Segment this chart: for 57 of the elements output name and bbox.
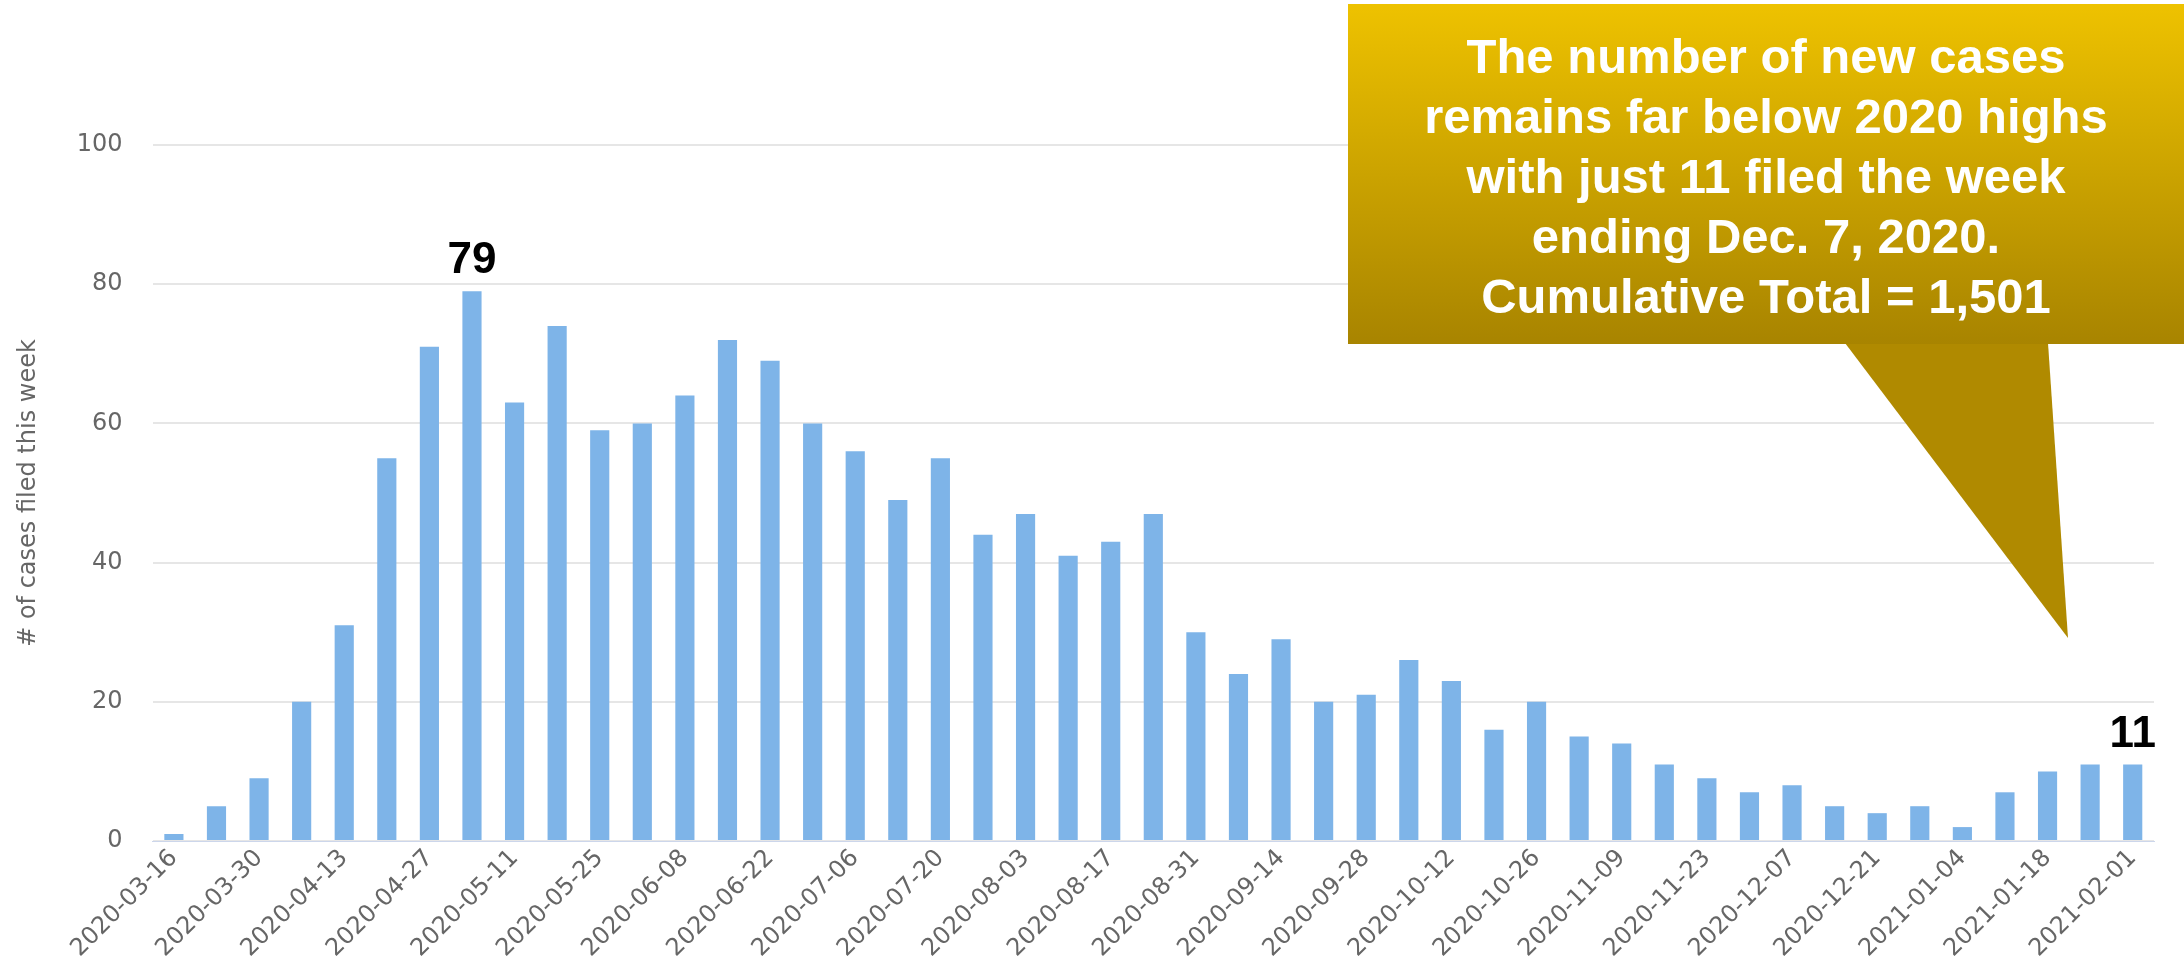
bar	[1569, 736, 1589, 841]
bar	[2080, 764, 2100, 841]
y-tick-label: 20	[92, 686, 123, 715]
bar	[973, 534, 993, 841]
bar	[590, 430, 610, 841]
bar	[2123, 764, 2143, 841]
bar	[292, 701, 312, 841]
bar	[632, 423, 652, 841]
bar	[164, 834, 184, 841]
bar	[1739, 792, 1760, 841]
bar	[930, 458, 950, 841]
bar	[1228, 673, 1249, 841]
bar	[504, 402, 525, 841]
bar	[1186, 632, 1206, 841]
bar	[1697, 778, 1717, 841]
bar	[845, 451, 865, 841]
bar	[1314, 701, 1334, 841]
y-tick-label: 0	[107, 825, 123, 854]
bar	[1399, 660, 1419, 841]
bar	[803, 423, 823, 841]
bar	[1143, 513, 1163, 841]
bar	[1101, 541, 1121, 841]
bar	[1867, 813, 1887, 841]
y-tick-label: 100	[76, 129, 123, 158]
bar	[462, 291, 482, 841]
bar	[1271, 639, 1291, 841]
bar	[1058, 555, 1078, 841]
bar	[1484, 729, 1504, 841]
bar	[2037, 771, 2058, 841]
y-axis-title: # of cases filed this week	[12, 339, 41, 647]
bar	[1952, 827, 1972, 841]
bar	[206, 806, 227, 841]
bar	[1995, 792, 2015, 841]
bar	[888, 499, 908, 841]
y-tick-label: 60	[92, 407, 123, 436]
annotation: The number of new cases remains far below 2020 highs with just 11 filed the week ending Dec. 7, 2020. Cumulative Total = 1,501	[1348, 4, 2184, 344]
bar	[675, 395, 695, 841]
bar	[1654, 764, 1674, 841]
bar	[334, 625, 354, 841]
bar	[547, 325, 567, 841]
bar	[1356, 694, 1376, 841]
bar	[1015, 513, 1036, 841]
bar	[1782, 785, 1802, 841]
bar	[249, 778, 269, 841]
bar	[419, 346, 439, 841]
bar	[717, 339, 738, 841]
bar	[1825, 806, 1845, 841]
data-label: 11	[2109, 706, 2156, 756]
bar	[1526, 701, 1547, 841]
bar	[1910, 806, 1930, 841]
y-tick-label: 40	[92, 546, 123, 575]
bar	[377, 458, 397, 841]
y-tick-label: 80	[92, 268, 123, 297]
bar	[1612, 743, 1632, 841]
bar	[760, 360, 780, 841]
bar	[1441, 680, 1461, 841]
data-label: 79	[447, 233, 497, 283]
